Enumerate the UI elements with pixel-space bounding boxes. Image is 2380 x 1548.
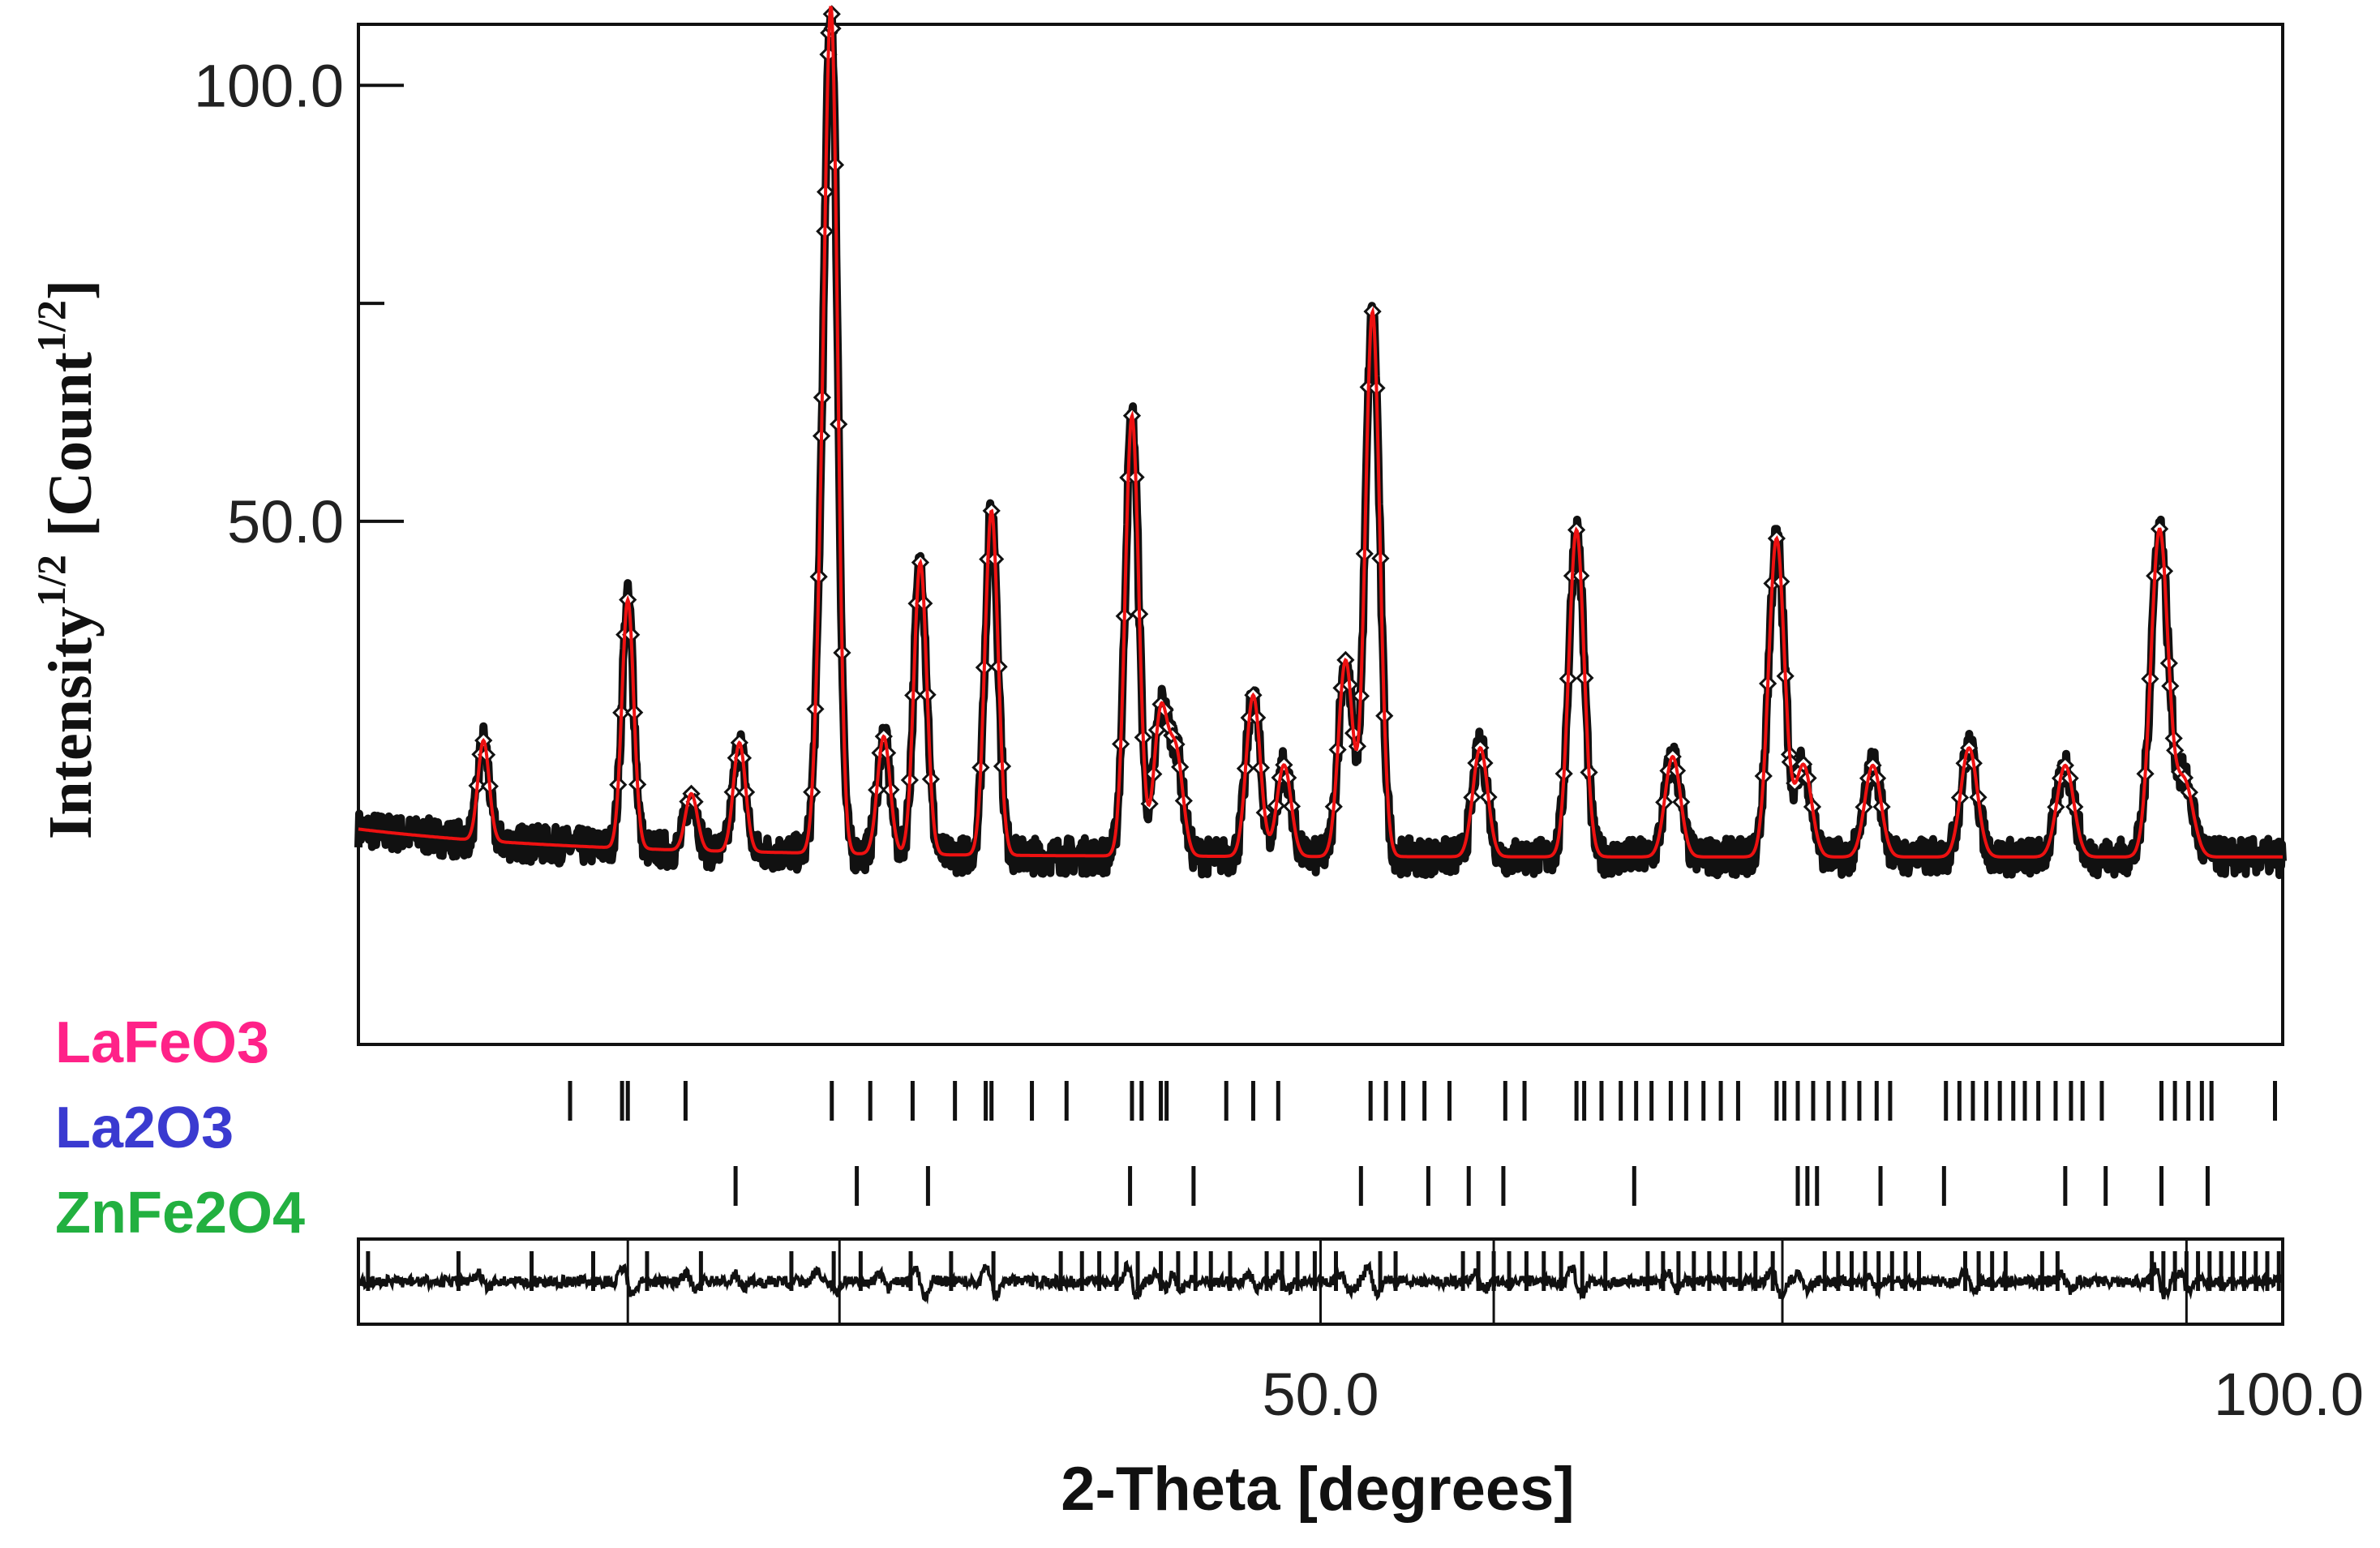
phase-label-znfe2o4: ZnFe2O4	[55, 1181, 305, 1246]
calculated-series	[358, 6, 2283, 859]
difference-series	[357, 1259, 2284, 1305]
plot-layer: 50.0 100.0 50.0 100.0	[194, 5, 2364, 1428]
phase-label-la2o3: La2O3	[55, 1096, 234, 1160]
x-tick-label: 100.0	[2214, 1361, 2364, 1428]
x-axis-title: 2-Theta [degrees]	[1061, 1455, 1575, 1524]
y-axis-title-main: Intensity	[36, 607, 105, 839]
y-tick-label: 100.0	[194, 52, 344, 119]
y-tick-label: 50.0	[227, 488, 344, 555]
y-axis-title-sup: 1/2	[28, 555, 74, 607]
phase-label-lafeo3: LaFeO3	[55, 1010, 269, 1075]
y-axis-title-unit-sup: 1/2	[28, 300, 74, 352]
plot-frame	[357, 23, 2284, 1046]
y-axis-title-unit-close: ]	[36, 280, 105, 300]
y-axis-title-unit: [Count	[36, 352, 105, 537]
y-axis-title: Intensity1/2[Count1/2]	[28, 280, 105, 839]
x-tick-label: 50.0	[1262, 1361, 1379, 1428]
